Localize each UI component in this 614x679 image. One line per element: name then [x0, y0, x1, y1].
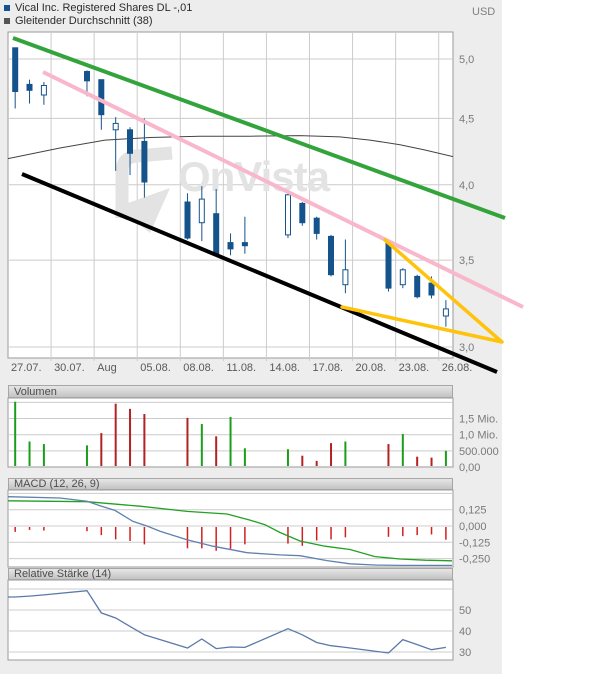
- main-price-axis: 5,0 4,5 4,0 3,5 3,0: [459, 54, 474, 354]
- rsi-panel-header: Relative Stärke (14): [8, 568, 453, 580]
- volume-bars: [14, 401, 447, 466]
- macd-line: [7, 496, 452, 567]
- svg-text:0,00: 0,00: [459, 462, 480, 474]
- trendlines: [12, 36, 524, 374]
- legend-item-instrument: Vical Inc. Registered Shares DL -,01: [4, 1, 192, 14]
- candle: [313, 217, 320, 234]
- svg-text:0,125: 0,125: [459, 505, 487, 517]
- svg-text:17.08.: 17.08.: [312, 362, 343, 374]
- trendline-green: [12, 36, 506, 220]
- svg-text:05.08.: 05.08.: [140, 362, 171, 374]
- candle: [442, 308, 449, 317]
- svg-text:27.07.: 27.07.: [11, 362, 42, 374]
- wedge-orange: [340, 238, 504, 344]
- macd-panel-header: MACD (12, 26, 9): [8, 478, 453, 490]
- candle: [399, 269, 406, 286]
- legend: Vical Inc. Registered Shares DL -,01 Gle…: [4, 1, 192, 27]
- svg-text:5,0: 5,0: [459, 54, 474, 66]
- instrument-name: Vical Inc. Registered Shares DL -,01: [15, 1, 193, 14]
- watermark: OnVista: [115, 146, 332, 233]
- svg-text:-0,250: -0,250: [459, 554, 490, 566]
- svg-text:26.08.: 26.08.: [442, 362, 473, 374]
- moving-average-marker-icon: [4, 17, 10, 24]
- candle: [213, 213, 220, 255]
- volume-panel-header: Volumen: [8, 385, 453, 398]
- candle: [26, 83, 33, 91]
- svg-text:11.08.: 11.08.: [226, 362, 256, 374]
- svg-text:1,5 Mio.: 1,5 Mio.: [459, 414, 498, 426]
- candle: [414, 275, 421, 298]
- trendline-black: [21, 172, 498, 374]
- trendline-pink: [42, 70, 524, 309]
- svg-text:50: 50: [459, 605, 471, 617]
- legend-item-moving-average: Gleitender Durchschnitt (38): [4, 14, 192, 27]
- svg-text:1,0 Mio.: 1,0 Mio.: [459, 430, 498, 442]
- svg-text:14.08.: 14.08.: [269, 362, 300, 374]
- candle: [328, 235, 334, 276]
- svg-text:20.08.: 20.08.: [356, 362, 387, 374]
- moving-average-name: Gleitender Durchschnitt (38): [15, 14, 153, 27]
- candle: [428, 282, 435, 296]
- rsi-axis: 50 40 30: [459, 605, 471, 659]
- candle: [127, 129, 133, 154]
- candle: [98, 79, 105, 116]
- candle: [141, 140, 148, 183]
- rsi-line: [8, 590, 447, 654]
- svg-text:23.08.: 23.08.: [399, 362, 430, 374]
- candle: [385, 242, 392, 289]
- date-axis: 27.07. 30.07. Aug 05.08. 08.08. 11.08. 14.08. 1…: [11, 362, 472, 374]
- candle: [285, 194, 291, 236]
- svg-text:3,5: 3,5: [459, 255, 474, 267]
- svg-text:30: 30: [459, 647, 471, 659]
- svg-text:4,5: 4,5: [459, 113, 474, 125]
- svg-text:4,0: 4,0: [459, 180, 474, 192]
- svg-text:08.08.: 08.08.: [183, 362, 214, 374]
- candle: [84, 71, 90, 82]
- candle: [342, 269, 349, 286]
- candle: [299, 202, 306, 224]
- currency-label: USD: [472, 6, 496, 18]
- candle: [40, 85, 47, 96]
- svg-text:0,000: 0,000: [459, 521, 487, 533]
- svg-text:3,0: 3,0: [459, 342, 474, 354]
- volume-axis: 1,5 Mio. 1,0 Mio. 500.000 0,00: [459, 414, 499, 474]
- macd-signal-line: [7, 500, 453, 562]
- candle: [184, 201, 191, 239]
- candle: [241, 242, 248, 247]
- main-grid: [8, 32, 453, 361]
- macd-axis: 0,125 0,000 -0,125 -0,250: [459, 505, 490, 566]
- candle: [198, 198, 205, 224]
- candle: [112, 122, 119, 131]
- instrument-marker-icon: [4, 4, 10, 11]
- svg-text:30.07.: 30.07.: [54, 362, 85, 374]
- main-plot-area: [7, 31, 454, 359]
- svg-text:-0,125: -0,125: [459, 537, 490, 549]
- macd-histogram: [14, 527, 447, 551]
- candlestick-series: [12, 47, 449, 327]
- svg-text:500.000: 500.000: [459, 446, 499, 458]
- svg-text:40: 40: [459, 626, 471, 638]
- candle: [12, 47, 19, 92]
- candle: [227, 242, 234, 250]
- svg-text:Aug: Aug: [97, 362, 117, 374]
